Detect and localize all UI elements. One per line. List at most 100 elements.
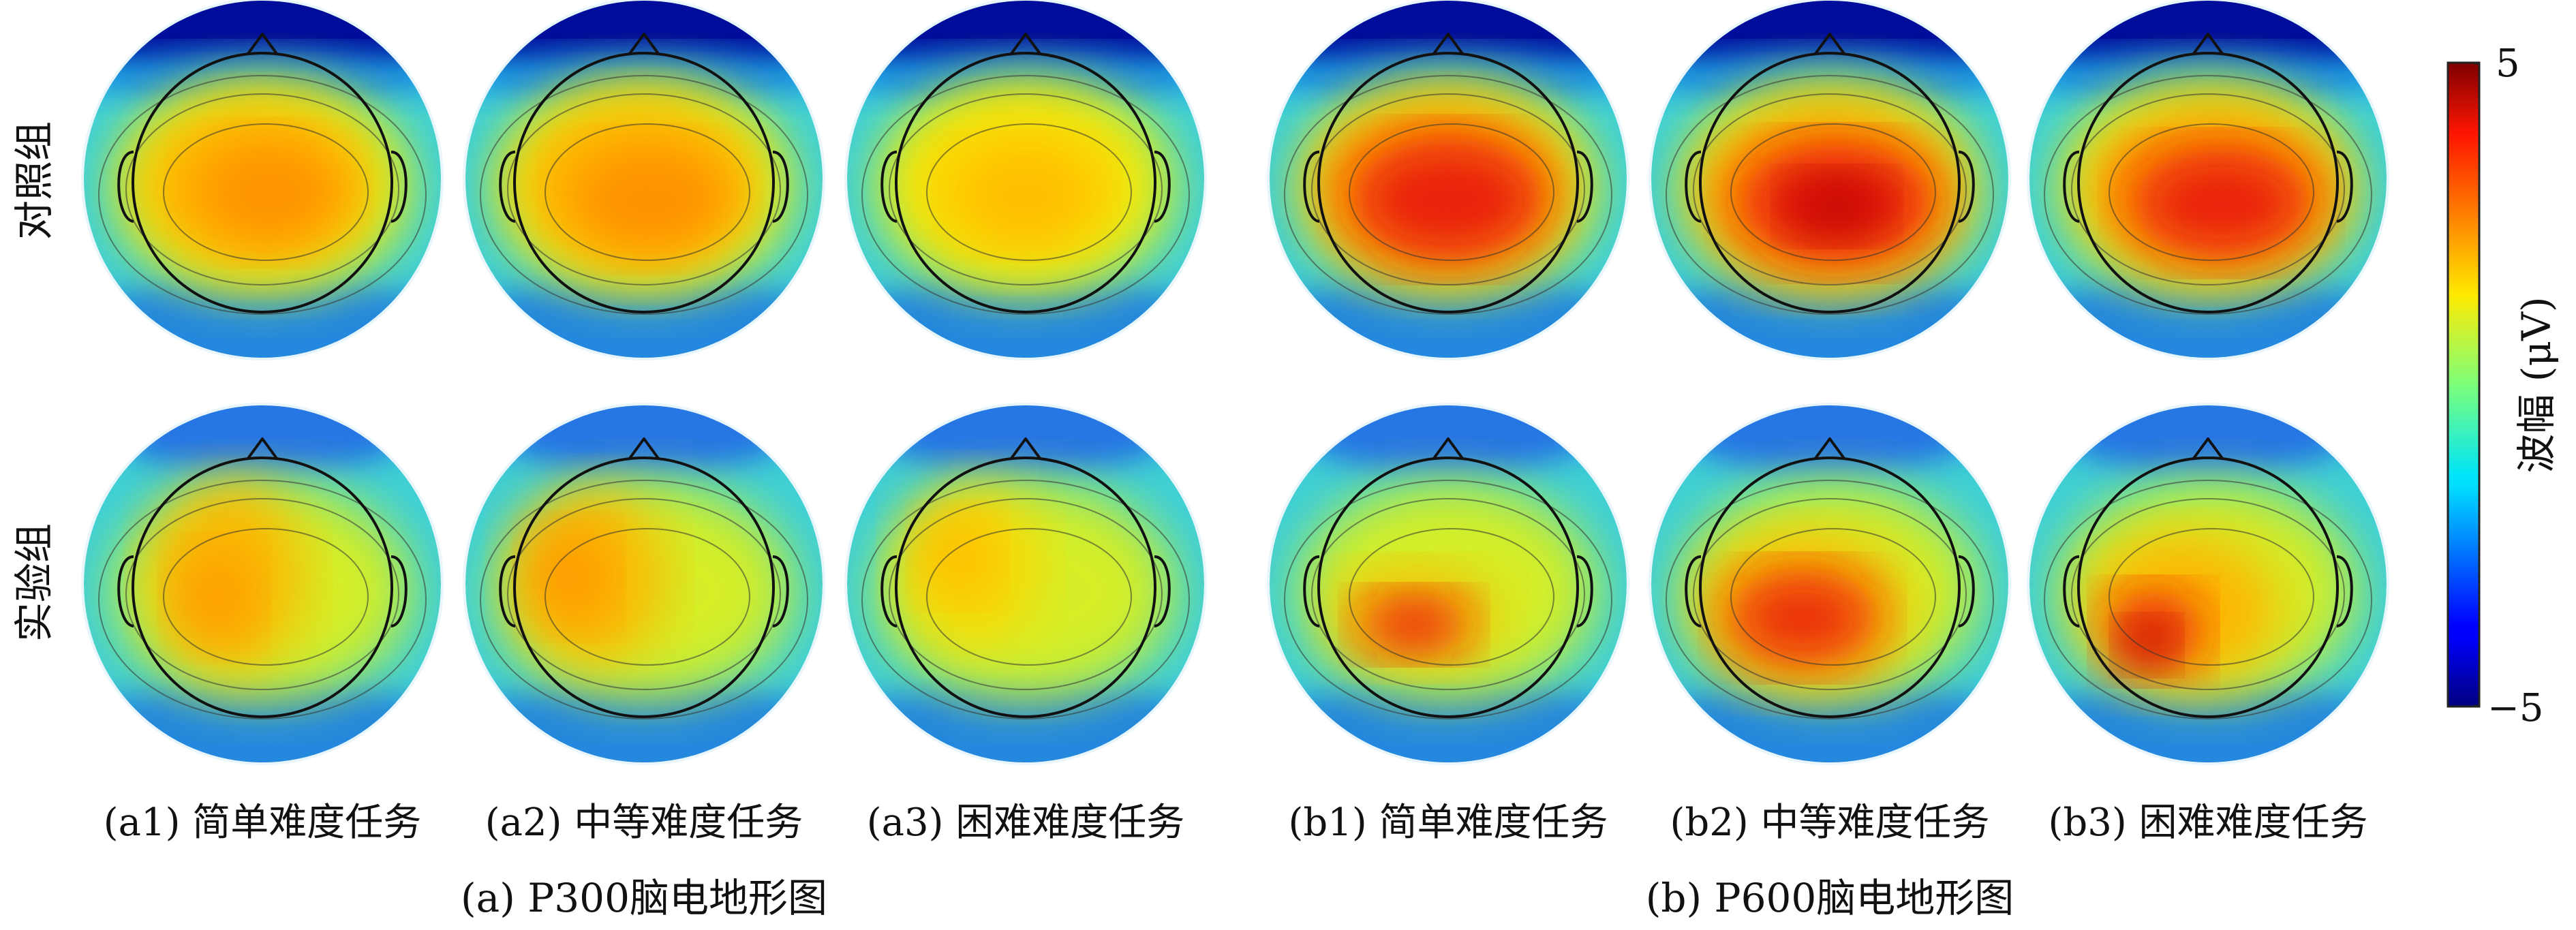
head-ear-left xyxy=(1685,151,1702,223)
map-contour xyxy=(1693,498,1967,690)
map-cool-edge xyxy=(1651,679,2008,762)
caption-a2: (a2) 中等难度任务 xyxy=(485,801,803,845)
map-activation xyxy=(1728,570,1877,666)
head-nose xyxy=(246,437,279,461)
map-frontal-negative xyxy=(494,405,794,475)
map-cool-edge xyxy=(847,679,1204,762)
map-activation xyxy=(2119,621,2174,669)
head-outline xyxy=(1699,456,1961,718)
map-activation xyxy=(1789,176,1884,237)
map-field xyxy=(84,1,441,358)
head-ear-left xyxy=(499,151,516,223)
map-activation xyxy=(569,145,733,254)
map-contour xyxy=(1693,93,1967,285)
caption-b2: (b2) 中等难度任务 xyxy=(1670,801,1990,845)
map-contour xyxy=(1730,123,1936,261)
map-frontal-negative xyxy=(84,1,441,94)
head-ear-left xyxy=(117,151,134,223)
colorbar-max-label: 5 xyxy=(2496,42,2520,86)
map-activation xyxy=(528,529,610,625)
map-contour xyxy=(545,123,750,261)
head-outline xyxy=(513,456,775,718)
head-outline xyxy=(2077,456,2339,718)
map-field xyxy=(84,405,441,762)
head-ear-left xyxy=(1685,555,1702,627)
head-ear-left xyxy=(2063,555,2080,627)
map-cool-edge xyxy=(1270,275,1627,358)
map-contour xyxy=(1349,528,1554,666)
topo-map xyxy=(2027,0,2389,360)
topo-map xyxy=(81,403,444,765)
head-ear-left xyxy=(499,555,516,627)
map-cool-edge xyxy=(2029,275,2387,358)
map-field xyxy=(465,405,823,762)
head-outline xyxy=(895,52,1156,313)
map-frontal-negative xyxy=(2029,1,2387,94)
caption-a1: (a1) 简单难度任务 xyxy=(104,801,422,845)
map-contour xyxy=(926,123,1132,261)
map-frontal-negative xyxy=(465,1,823,94)
head-ear-right xyxy=(1958,151,1975,223)
head-nose xyxy=(1813,437,1846,461)
head-ear-left xyxy=(1303,555,1320,627)
row-label-control: 对照组 xyxy=(11,121,57,240)
topo-map xyxy=(1267,403,1629,765)
map-field xyxy=(1270,1,1627,358)
head-nose xyxy=(1009,33,1042,56)
head-nose xyxy=(2192,437,2224,461)
colorbar-gradient xyxy=(2447,61,2481,708)
map-frontal-negative xyxy=(1270,1,1627,94)
map-activation xyxy=(1353,138,1544,261)
map-frontal-negative xyxy=(1298,405,1598,475)
head-ear-right xyxy=(390,555,408,627)
map-contour xyxy=(98,75,427,315)
map-contour xyxy=(889,498,1163,690)
topo-map xyxy=(463,403,825,765)
map-field xyxy=(2029,405,2387,762)
map-contour xyxy=(1349,123,1554,261)
map-contour xyxy=(163,528,369,666)
map-frontal-negative xyxy=(876,405,1176,475)
head-ear-right xyxy=(1576,555,1593,627)
head-nose xyxy=(1009,437,1042,461)
map-cool-edge xyxy=(847,275,1204,358)
head-nose xyxy=(628,33,660,56)
map-activation xyxy=(2133,149,2310,258)
map-cool-edge xyxy=(84,275,441,358)
topo-map xyxy=(1267,0,1629,360)
colorbar-axis-label: 波幅 (μV) xyxy=(2513,296,2560,473)
head-ear-left xyxy=(1303,151,1320,223)
map-contour xyxy=(98,480,427,719)
head-outline xyxy=(1317,456,1579,718)
map-contour xyxy=(125,498,399,690)
map-contour xyxy=(1730,528,1936,666)
head-outline xyxy=(132,456,393,718)
map-contour xyxy=(1284,480,1612,719)
map-field xyxy=(1651,1,2008,358)
head-outline xyxy=(513,52,775,313)
head-nose xyxy=(628,437,660,461)
topographic-maps xyxy=(81,0,2389,765)
map-field xyxy=(2029,1,2387,358)
map-contour xyxy=(2044,480,2372,719)
map-field xyxy=(847,405,1204,762)
topo-map xyxy=(1649,403,2011,765)
map-frontal-negative xyxy=(1680,405,1980,475)
map-frontal-negative xyxy=(2058,405,2358,475)
map-contour xyxy=(861,480,1190,719)
head-outline xyxy=(2077,52,2339,313)
topo-map xyxy=(2027,403,2389,765)
head-ear-left xyxy=(2063,151,2080,223)
map-field xyxy=(847,1,1204,358)
map-cool-edge xyxy=(84,679,441,762)
head-ear-left xyxy=(880,151,898,223)
map-contour xyxy=(507,93,781,285)
map-field xyxy=(465,1,823,358)
head-nose xyxy=(246,33,279,56)
head-ear-right xyxy=(390,151,408,223)
head-ear-right xyxy=(1576,151,1593,223)
map-activation xyxy=(957,149,1094,244)
map-cool-edge xyxy=(2029,679,2387,762)
topo-map xyxy=(1649,0,2011,360)
